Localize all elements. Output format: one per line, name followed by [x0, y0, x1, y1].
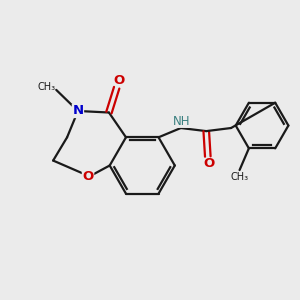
Text: CH₃: CH₃ — [37, 82, 56, 92]
Text: N: N — [72, 104, 83, 118]
Text: CH₃: CH₃ — [230, 172, 249, 182]
Text: O: O — [82, 170, 94, 183]
Text: O: O — [113, 74, 124, 87]
Text: O: O — [204, 158, 215, 170]
Text: NH: NH — [173, 115, 190, 128]
